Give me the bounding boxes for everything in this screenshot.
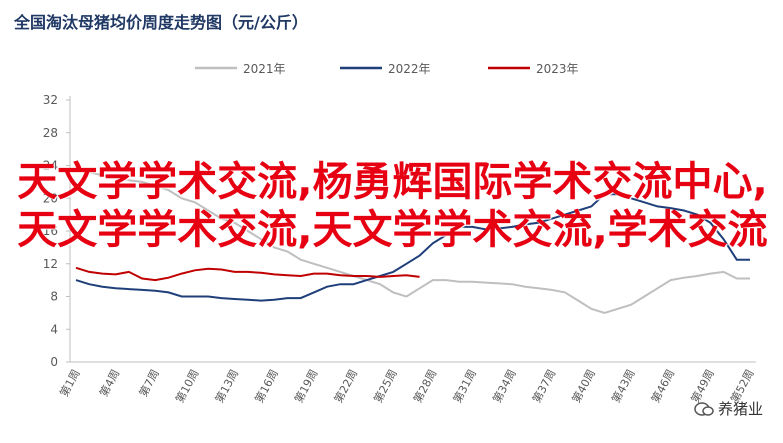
chart-title: 全国淘汰母猪均价周度走势图（元/公斤）	[13, 13, 308, 32]
overlay-text: 天文学学术交流,杨勇辉国际学术交流中心,天文学学术交流,天文学学术交流,学术交流	[17, 159, 768, 253]
y-tick-label: 28	[43, 126, 58, 140]
y-tick-label: 32	[43, 93, 58, 107]
x-tick-label: 第22周	[331, 367, 360, 405]
watermark-icon	[694, 401, 714, 416]
y-tick-label: 20	[43, 191, 58, 205]
x-tick-label: 第28周	[410, 367, 439, 405]
x-tick-label: 第10周	[172, 367, 201, 405]
x-tick-label: 第40周	[569, 367, 598, 405]
x-tick-label: 第34周	[490, 367, 519, 405]
x-tick-label: 第7周	[136, 367, 162, 399]
x-tick-label: 第19周	[291, 367, 320, 405]
x-tick-label: 第1周	[57, 367, 83, 399]
x-tick-label: 第4周	[96, 367, 122, 399]
x-tick-label: 第46周	[648, 367, 677, 405]
x-tick-label: 第37周	[529, 367, 558, 405]
legend-label: 2023年	[536, 62, 579, 76]
legend-label: 2021年	[243, 62, 286, 76]
y-tick-label: 16	[43, 224, 58, 238]
x-tick-label: 第31周	[450, 367, 479, 405]
legend-label: 2022年	[388, 62, 431, 76]
y-tick-label: 8	[50, 290, 58, 304]
watermark: 养猪业	[694, 398, 763, 419]
series-line	[75, 168, 750, 314]
x-tick-label: 第43周	[608, 367, 637, 405]
watermark-text: 养猪业	[717, 400, 763, 418]
x-tick-label: 第25周	[371, 367, 400, 405]
series-line	[75, 193, 750, 302]
y-tick-label: 12	[43, 257, 58, 271]
y-tick-label: 4	[50, 322, 58, 336]
y-tick-label: 24	[43, 159, 58, 173]
x-tick-label: 第13周	[212, 367, 241, 405]
y-tick-label: 0	[50, 355, 58, 369]
x-tick-label: 第16周	[252, 367, 281, 405]
series-line	[75, 266, 420, 282]
